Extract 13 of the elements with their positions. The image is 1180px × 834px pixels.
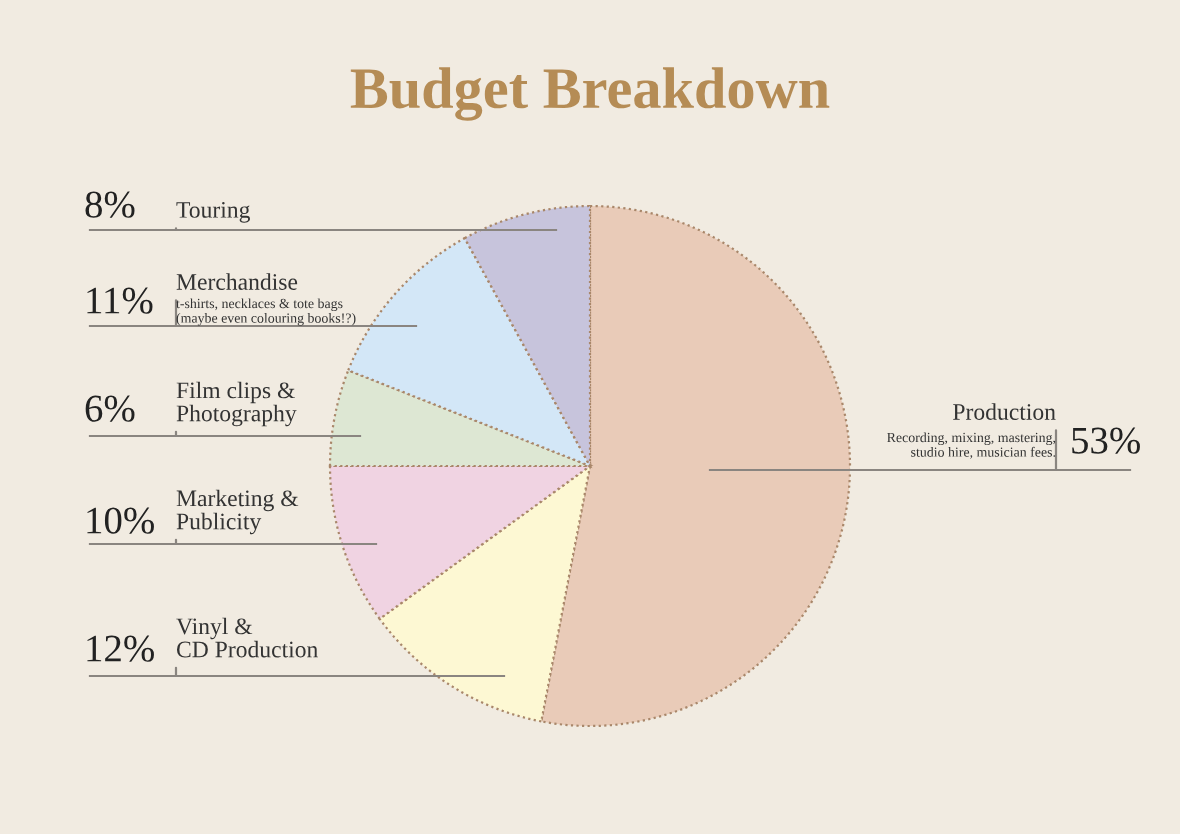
data-label: 53% bbox=[1072, 427, 1140, 454]
slice-label: Production bbox=[953, 403, 1056, 420]
data-label: 12% bbox=[87, 635, 154, 662]
slice-label: Film clips & Photography bbox=[176, 381, 297, 427]
data-label: 11% bbox=[87, 287, 153, 314]
data-label: 6% bbox=[85, 395, 135, 422]
data-label: 10% bbox=[87, 507, 154, 534]
slice-label: Marketing & Publicity bbox=[176, 489, 299, 535]
slice-label: Touring bbox=[176, 201, 250, 223]
slice-label: Merchandise bbox=[176, 273, 298, 290]
slice-label: Vinyl & CD Production bbox=[176, 617, 318, 658]
chart-title: Budget Breakdown bbox=[350, 67, 830, 121]
data-label: 8% bbox=[85, 191, 135, 218]
